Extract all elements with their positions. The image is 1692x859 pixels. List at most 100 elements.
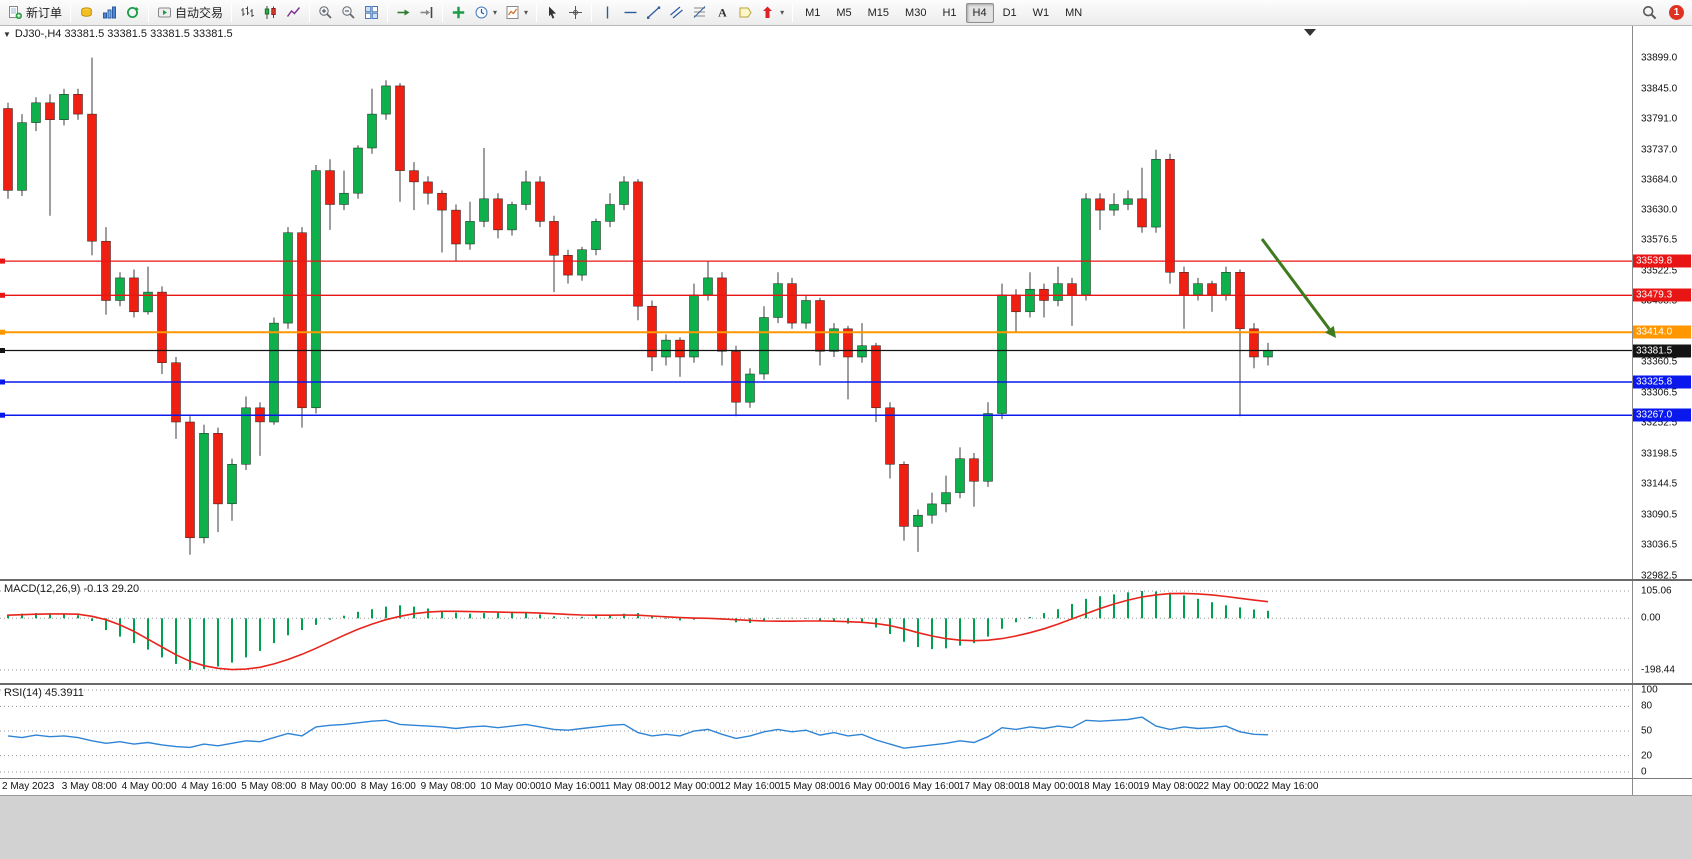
hline-price-label: 33325.8 xyxy=(1633,375,1691,389)
candlestick-chart-button[interactable] xyxy=(259,2,282,24)
autotrading-button[interactable]: 自动交易 xyxy=(153,2,227,24)
text-button[interactable]: A xyxy=(711,2,734,24)
zoom-in-icon xyxy=(318,5,333,20)
rsi-axis-label: 80 xyxy=(1641,700,1653,712)
templates-icon xyxy=(505,5,520,20)
macd-panel[interactable] xyxy=(0,581,1632,683)
auto-scroll-button[interactable] xyxy=(392,2,415,24)
toolbar-separator xyxy=(309,3,311,22)
price-axis-label: 33791.0 xyxy=(1641,113,1678,125)
hline-price-label: 33479.3 xyxy=(1633,288,1691,302)
charts-button[interactable] xyxy=(98,2,121,24)
chart-shift-icon xyxy=(419,5,434,20)
timeframe-d1[interactable]: D1 xyxy=(996,3,1024,23)
time-axis-label: 8 May 00:00 xyxy=(301,781,357,792)
templates-button[interactable]: ▾ xyxy=(501,2,532,24)
toolbar-separator xyxy=(591,3,593,22)
bottom-margin xyxy=(0,795,1692,859)
label-button[interactable] xyxy=(734,2,757,24)
rsi-axis-label: 0 xyxy=(1641,766,1647,778)
time-axis-label: 12 May 00:00 xyxy=(659,781,721,792)
bar-chart-icon xyxy=(240,5,255,20)
timeframe-mn[interactable]: MN xyxy=(1058,3,1089,23)
periods-button[interactable]: ▾ xyxy=(470,2,501,24)
time-axis-label: 18 May 00:00 xyxy=(1018,781,1080,792)
arrows-icon xyxy=(761,5,776,20)
line-chart-button[interactable] xyxy=(282,2,305,24)
rsi-axis-label: 100 xyxy=(1641,684,1658,696)
channel-button[interactable] xyxy=(665,2,688,24)
collapse-triangle-icon[interactable]: ▼ xyxy=(3,29,11,39)
trendline-icon xyxy=(646,5,661,20)
bar-chart-button[interactable] xyxy=(236,2,259,24)
svg-text:A: A xyxy=(718,6,727,20)
toolbar-separator xyxy=(442,3,444,22)
toolbar-separator xyxy=(536,3,538,22)
chart-shift-button[interactable] xyxy=(415,2,438,24)
price-axis-label: 33090.5 xyxy=(1641,509,1678,521)
coins-button[interactable] xyxy=(75,2,98,24)
tile-windows-button[interactable] xyxy=(360,2,383,24)
toolbar-separator xyxy=(387,3,389,22)
price-axis-label: 33306.5 xyxy=(1641,387,1678,399)
macd-axis-label: -198.44 xyxy=(1641,664,1675,676)
price-axis-label: 33737.0 xyxy=(1641,144,1678,156)
panel-separator[interactable] xyxy=(0,579,1692,581)
timeframe-m1[interactable]: M1 xyxy=(798,3,827,23)
timeframe-m30[interactable]: M30 xyxy=(898,3,933,23)
tile-windows-icon xyxy=(364,5,379,20)
fibonacci-icon xyxy=(692,5,707,20)
hline-price-label: 33539.8 xyxy=(1633,254,1691,268)
time-axis-label: 4 May 16:00 xyxy=(181,781,237,792)
notification-badge[interactable]: 1 xyxy=(1669,5,1684,20)
price-axis-label: 33630.0 xyxy=(1641,204,1678,216)
price-axis-label: 33360.5 xyxy=(1641,356,1678,368)
crosshair-icon xyxy=(568,5,583,20)
arrows-button[interactable]: ▾ xyxy=(757,2,788,24)
time-axis-label: 22 May 00:00 xyxy=(1198,781,1259,792)
trendline-button[interactable] xyxy=(642,2,665,24)
price-axis-label: 33899.0 xyxy=(1641,52,1678,64)
hline-button[interactable] xyxy=(619,2,642,24)
rsi-panel[interactable] xyxy=(0,685,1632,778)
time-axis[interactable]: 2 May 2023 3 May 08:00 4 May 00:00 4 May 16… xyxy=(0,779,1632,795)
panel-separator[interactable] xyxy=(0,683,1692,685)
crosshair-button[interactable] xyxy=(564,2,587,24)
toolbar: 新订单 自动交易 ▾ ▾ A ▾ M1 M5 M15 M30 H1 H4 D1 W1 MN 1 xyxy=(0,0,1692,26)
new-order-label: 新订单 xyxy=(26,6,63,20)
candlestick-chart[interactable] xyxy=(0,26,1632,579)
periods-icon xyxy=(474,5,489,20)
candlestick-chart-icon xyxy=(263,5,278,20)
indicators-button[interactable] xyxy=(447,2,470,24)
chart-window[interactable]: ▼ DJ30-,H4 33381.5 33381.5 33381.5 33381… xyxy=(0,26,1692,859)
dropdown-caret-icon: ▾ xyxy=(524,8,529,17)
cursor-button[interactable] xyxy=(541,2,564,24)
price-axis[interactable]: 33899.0 33845.0 33791.0 33737.0 33684.0 33630… xyxy=(1632,26,1692,795)
timeframe-h1[interactable]: H1 xyxy=(935,3,963,23)
timeframe-m5[interactable]: M5 xyxy=(829,3,858,23)
line-chart-icon xyxy=(286,5,301,20)
zoom-out-button[interactable] xyxy=(337,2,360,24)
ohlc-title-text: DJ30-,H4 33381.5 33381.5 33381.5 33381.5 xyxy=(14,28,233,40)
vline-button[interactable] xyxy=(596,2,619,24)
refresh-button[interactable] xyxy=(121,2,144,24)
price-axis-label: 33144.5 xyxy=(1641,478,1678,490)
timeframe-h4[interactable]: H4 xyxy=(965,2,994,23)
time-axis-label: 8 May 16:00 xyxy=(360,781,416,792)
rsi-axis-label: 20 xyxy=(1641,750,1653,762)
fibonacci-button[interactable] xyxy=(688,2,711,24)
time-axis-label: 9 May 08:00 xyxy=(420,781,476,792)
price-axis-label: 33845.0 xyxy=(1641,83,1678,95)
timeframe-m15[interactable]: M15 xyxy=(861,3,896,23)
search-button[interactable] xyxy=(1638,2,1661,24)
new-order-button[interactable]: 新订单 xyxy=(4,2,66,24)
time-axis-label: 22 May 16:00 xyxy=(1257,781,1319,792)
price-axis-label: 33036.5 xyxy=(1641,539,1678,551)
timeframe-w1[interactable]: W1 xyxy=(1026,3,1057,23)
vline-icon xyxy=(600,5,615,20)
chart-ohlc-title: ▼ DJ30-,H4 33381.5 33381.5 33381.5 33381… xyxy=(3,28,233,40)
zoom-out-icon xyxy=(341,5,356,20)
price-axis-label: 33684.0 xyxy=(1641,174,1678,186)
zoom-in-button[interactable] xyxy=(314,2,337,24)
time-axis-label: 4 May 00:00 xyxy=(121,781,177,792)
